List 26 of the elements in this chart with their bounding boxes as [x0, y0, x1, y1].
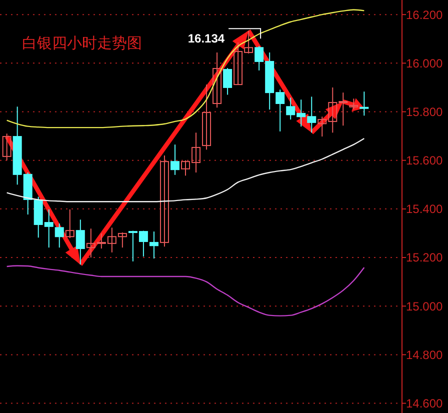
annotation: 16.134	[188, 32, 225, 46]
line-series	[6, 9, 365, 128]
y-tick-label: 16.200	[406, 8, 444, 22]
y-tick-label: 15.000	[406, 299, 444, 314]
candlestick	[54, 223, 64, 248]
y-tick-label: 15.600	[406, 154, 444, 168]
candlestick	[76, 219, 85, 266]
candlestick	[360, 91, 369, 116]
candlestick	[160, 154, 169, 248]
candlestick	[65, 208, 74, 239]
y-tick-label: 15.800	[406, 104, 444, 119]
candlestick	[223, 68, 232, 96]
candlestick	[170, 144, 180, 176]
y-tick-label: 16.000	[406, 56, 444, 70]
y-tick-label: 15.400	[406, 202, 444, 216]
candlestick	[212, 52, 222, 108]
line-series	[6, 138, 365, 202]
candlestick	[349, 98, 358, 110]
y-tick-label: 15.200	[406, 250, 444, 265]
text: 白银四小时走势图	[22, 34, 142, 52]
candlestick	[149, 231, 158, 259]
y-tick-label: 14.600	[406, 396, 444, 410]
candlestick	[2, 133, 12, 161]
y-tick-label: 14.800	[406, 348, 444, 362]
candlestick	[202, 84, 212, 150]
line-series	[6, 265, 365, 316]
